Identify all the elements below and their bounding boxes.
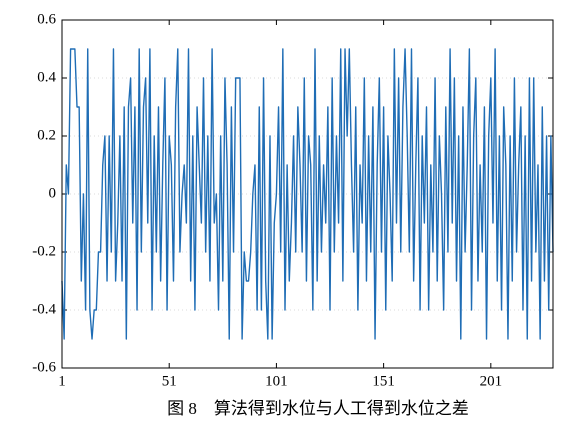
y-tick-label: 0.2 [37, 127, 56, 143]
chart-caption: 图 8 算法得到水位与人工得到水位之差 [167, 399, 469, 418]
x-tick-label: 51 [162, 373, 177, 389]
y-tick-label: 0.4 [37, 69, 56, 85]
y-tick-label: -0.6 [32, 359, 56, 375]
plot-frame [61, 19, 554, 369]
y-tick-label: -0.4 [32, 301, 56, 317]
x-tick-label: 101 [265, 373, 288, 389]
y-tick-label: -0.2 [32, 243, 56, 259]
x-tick-label: 1 [58, 373, 66, 389]
x-tick-label: 201 [480, 373, 503, 389]
x-tick-label: 151 [372, 373, 395, 389]
data-line [61, 48, 554, 340]
y-tick-label: 0 [49, 185, 57, 201]
y-tick-label: 0.6 [37, 11, 56, 27]
